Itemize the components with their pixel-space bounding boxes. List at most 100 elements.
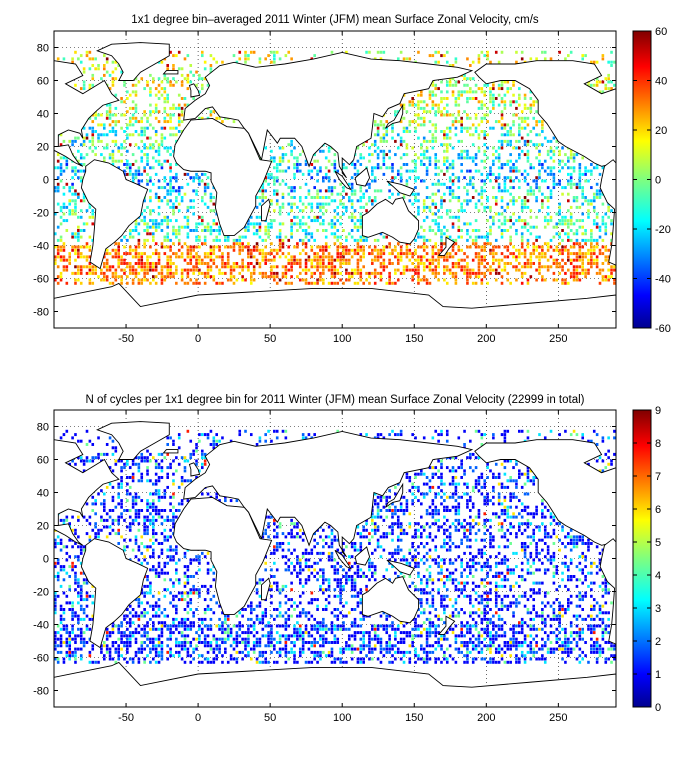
data-cell bbox=[293, 650, 296, 654]
data-cell bbox=[215, 641, 218, 644]
data-cell bbox=[350, 176, 354, 180]
data-cell bbox=[273, 50, 276, 54]
data-cell bbox=[399, 245, 403, 249]
data-cell bbox=[189, 245, 193, 249]
data-cell bbox=[440, 235, 443, 239]
data-cell bbox=[564, 650, 567, 654]
data-cell bbox=[71, 654, 74, 658]
data-cell bbox=[437, 215, 440, 219]
data-cell bbox=[215, 60, 218, 64]
data-cell bbox=[428, 130, 432, 133]
data-cell bbox=[561, 146, 564, 150]
data-cell bbox=[143, 631, 146, 635]
data-cell bbox=[114, 660, 118, 664]
data-cell bbox=[77, 238, 80, 242]
data-cell bbox=[434, 113, 438, 117]
data-cell bbox=[206, 176, 210, 180]
data-cell bbox=[567, 238, 570, 242]
data-cell bbox=[477, 100, 481, 104]
data-cell bbox=[319, 209, 322, 213]
data-cell bbox=[581, 172, 585, 176]
data-cell bbox=[206, 229, 210, 232]
data-cell bbox=[123, 641, 126, 644]
data-cell bbox=[546, 647, 550, 651]
data-cell bbox=[466, 77, 469, 81]
data-cell bbox=[486, 120, 489, 124]
data-cell bbox=[218, 637, 221, 641]
data-cell bbox=[451, 172, 455, 176]
data-cell bbox=[154, 139, 158, 143]
data-cell bbox=[538, 189, 541, 193]
data-cell bbox=[460, 235, 463, 239]
data-cell bbox=[59, 278, 63, 282]
data-cell bbox=[229, 278, 233, 282]
data-cell bbox=[567, 248, 570, 252]
data-cell bbox=[82, 255, 86, 259]
data-cell bbox=[443, 163, 446, 166]
data-cell bbox=[460, 123, 463, 127]
data-cell bbox=[79, 199, 83, 203]
data-cell bbox=[327, 268, 331, 272]
data-cell bbox=[561, 644, 564, 648]
data-cell bbox=[368, 50, 371, 54]
data-cell bbox=[273, 660, 276, 664]
data-cell bbox=[558, 647, 561, 651]
data-cell bbox=[520, 110, 524, 114]
data-cell bbox=[203, 271, 207, 275]
data-cell bbox=[396, 57, 400, 61]
data-cell bbox=[549, 189, 553, 193]
data-cell bbox=[497, 634, 501, 638]
data-cell bbox=[65, 166, 69, 170]
data-cell bbox=[402, 265, 406, 269]
data-cell bbox=[169, 265, 172, 269]
data-cell bbox=[445, 268, 449, 272]
data-cell bbox=[581, 657, 585, 661]
data-cell bbox=[212, 647, 216, 651]
data-cell bbox=[330, 255, 334, 259]
data-cell bbox=[330, 660, 334, 664]
data-cell bbox=[131, 113, 135, 117]
data-cell bbox=[500, 258, 504, 262]
data-cell bbox=[169, 245, 172, 249]
data-cell bbox=[394, 245, 397, 249]
data-cell bbox=[520, 242, 524, 246]
data-cell bbox=[526, 222, 530, 226]
data-cell bbox=[425, 172, 429, 176]
data-cell bbox=[428, 624, 432, 628]
data-cell bbox=[296, 215, 299, 219]
data-cell bbox=[186, 248, 190, 252]
data-cell bbox=[82, 169, 86, 173]
data-cell bbox=[319, 202, 322, 206]
data-cell bbox=[59, 627, 63, 631]
data-cell bbox=[549, 57, 553, 61]
data-cell bbox=[454, 278, 458, 282]
data-cell bbox=[244, 631, 247, 635]
data-cell bbox=[437, 637, 440, 641]
data-cell bbox=[91, 133, 95, 137]
data-cell bbox=[252, 647, 256, 651]
data-cell bbox=[247, 222, 250, 226]
data-cell bbox=[592, 650, 596, 654]
data-cell bbox=[434, 245, 438, 249]
data-cell bbox=[270, 202, 273, 206]
data-cell bbox=[448, 186, 452, 190]
data-cell bbox=[140, 644, 144, 648]
data-cell bbox=[503, 139, 507, 143]
data-cell bbox=[541, 647, 544, 651]
data-cell bbox=[359, 268, 363, 272]
data-cell bbox=[434, 202, 438, 206]
data-cell bbox=[310, 219, 314, 223]
data-cell bbox=[79, 153, 83, 157]
data-cell bbox=[506, 229, 510, 232]
data-cell bbox=[546, 637, 550, 641]
data-cell bbox=[469, 87, 472, 91]
data-cell bbox=[388, 641, 391, 644]
data-cell bbox=[157, 110, 161, 114]
data-cell bbox=[443, 156, 446, 160]
data-cell bbox=[526, 242, 530, 246]
data-cell bbox=[186, 647, 190, 651]
data-cell bbox=[281, 156, 285, 160]
data-cell bbox=[451, 77, 455, 81]
data-cell bbox=[518, 252, 521, 256]
data-cell bbox=[85, 641, 89, 644]
